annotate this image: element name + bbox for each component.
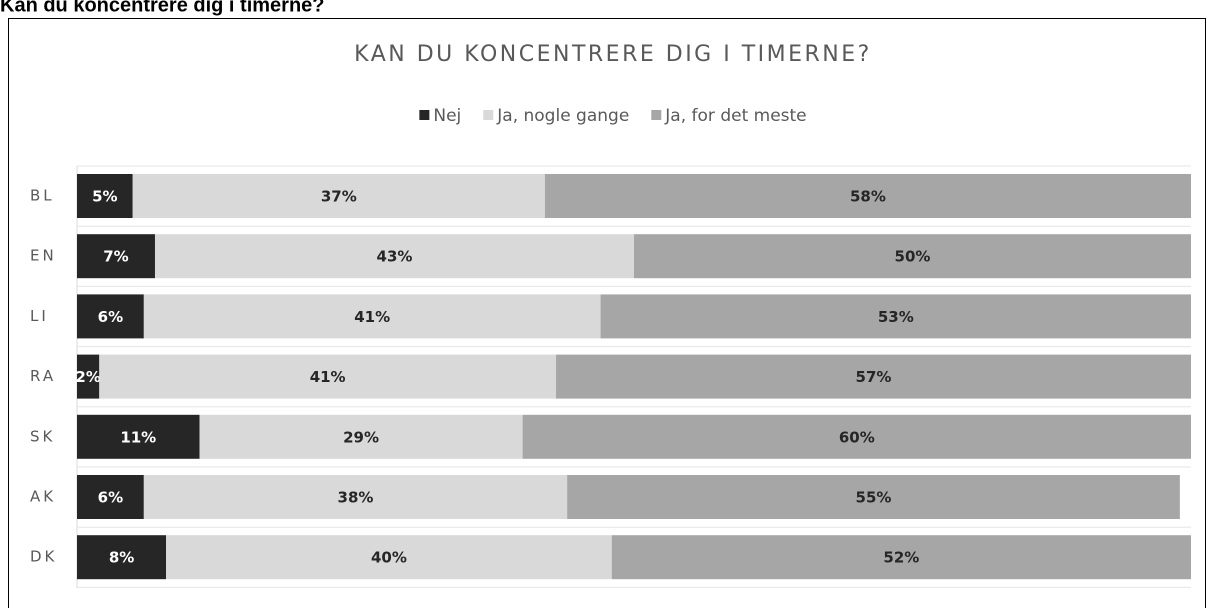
data-label: 41%	[354, 308, 390, 326]
data-label: 53%	[878, 308, 914, 326]
legend-swatch	[483, 110, 494, 120]
data-label: 37%	[321, 188, 357, 206]
bar-segment	[77, 475, 144, 519]
y-tick-label: SK	[30, 427, 55, 445]
bar-segment	[77, 535, 167, 580]
legend-label: Nej	[433, 106, 461, 126]
bar-segment	[77, 174, 133, 218]
bar-segment	[567, 475, 1180, 519]
bar-segment	[556, 354, 1191, 399]
data-label: 60%	[839, 428, 875, 446]
data-label: 38%	[338, 489, 374, 507]
bar-segment	[77, 414, 200, 459]
bar-segment	[77, 234, 155, 279]
y-tick-label: AK	[30, 488, 56, 506]
legend-swatch	[651, 110, 662, 120]
bar-segment	[143, 294, 601, 339]
data-label: 58%	[850, 188, 886, 206]
bar-segment	[143, 475, 568, 519]
y-tick-label: LI	[30, 307, 49, 325]
data-label: 29%	[343, 428, 379, 446]
chart-title: KAN DU KONCENTRERE DIG I TIMERNE?	[354, 42, 872, 67]
bar-segment	[77, 294, 144, 339]
bar-segment	[154, 234, 635, 279]
data-label: 57%	[856, 368, 892, 386]
bar-segment	[132, 174, 545, 218]
page-heading: Kan du koncentrere dig i timerne?	[0, 0, 325, 16]
legend-label: Ja, nogle gange	[496, 106, 629, 126]
legend-swatch	[419, 110, 430, 120]
data-label: 6%	[98, 489, 123, 507]
legend-label: Ja, for det meste	[664, 106, 806, 126]
bar-segment	[634, 234, 1191, 279]
y-tick-label: EN	[30, 247, 57, 265]
data-label: 41%	[310, 368, 346, 386]
data-label: 8%	[109, 549, 134, 567]
data-label: 52%	[883, 549, 919, 567]
data-label: 11%	[120, 428, 156, 446]
bar-segment	[199, 414, 523, 459]
y-tick-label: RA	[30, 367, 56, 385]
data-label: 5%	[92, 188, 117, 206]
bar-segment	[166, 535, 612, 580]
data-label: 2%	[75, 368, 100, 386]
y-tick-label: DK	[30, 548, 57, 566]
data-label: 6%	[98, 308, 123, 326]
data-label: 55%	[856, 489, 892, 507]
bar-segment	[77, 354, 100, 399]
data-label: 43%	[377, 248, 413, 266]
y-tick-label: BL	[30, 187, 55, 205]
bar-segment	[522, 414, 1191, 459]
data-label: 40%	[371, 549, 407, 567]
bar-segment	[600, 294, 1191, 339]
bar-segment	[544, 174, 1191, 218]
bar-segment	[99, 354, 557, 399]
bar-segment	[611, 535, 1191, 580]
data-label: 50%	[895, 248, 931, 266]
data-label: 7%	[103, 248, 128, 266]
